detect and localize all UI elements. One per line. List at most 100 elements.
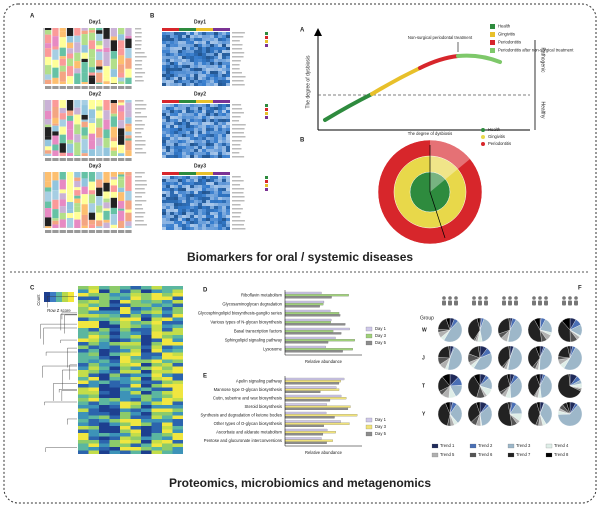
heat-cell	[162, 128, 166, 131]
heat-cell	[218, 59, 222, 62]
heat-cell	[170, 50, 174, 53]
heat-cell	[120, 342, 131, 346]
heat-cell	[210, 197, 214, 200]
legend-stub	[135, 128, 144, 130]
bar-segment	[52, 190, 59, 200]
bar-segment	[45, 79, 52, 84]
label: Relative abundance	[305, 450, 343, 455]
heat-cell	[88, 429, 99, 433]
heat-cell	[226, 182, 230, 185]
bar-segment	[45, 181, 52, 188]
heat-cell	[172, 440, 183, 444]
heat-cell	[162, 146, 166, 149]
bar-segment	[59, 143, 66, 153]
heat-cell	[194, 68, 198, 71]
heat-cell	[166, 80, 170, 83]
bar-segment	[74, 42, 81, 53]
heat-cell	[174, 209, 178, 212]
heat-cell	[170, 65, 174, 68]
heat-cell	[162, 338, 173, 342]
heat-cell	[166, 65, 170, 68]
bar-segment	[118, 64, 125, 73]
legend-stub	[135, 196, 142, 198]
pie-wedge	[476, 317, 481, 331]
group-bar	[59, 158, 66, 161]
heat-cell	[214, 134, 218, 137]
bar	[284, 386, 337, 389]
heat-cell	[162, 119, 166, 122]
heat-cell	[190, 227, 194, 230]
heat-cell	[130, 401, 141, 405]
heat-cell	[130, 338, 141, 342]
heat-cell	[178, 140, 182, 143]
bar	[284, 403, 327, 406]
heat-cell	[109, 289, 120, 293]
heat-cell	[202, 32, 206, 35]
heat-cell	[206, 152, 210, 155]
heat-cell	[198, 206, 202, 209]
legend-stub	[232, 108, 243, 110]
heat-cell	[162, 359, 173, 363]
heat-cell	[88, 422, 99, 426]
heat-cell	[78, 443, 89, 447]
heat-cell	[109, 394, 120, 398]
heat-cell	[210, 188, 214, 191]
legend-key	[265, 104, 268, 107]
heat-cell	[186, 215, 190, 218]
heat-cell	[214, 44, 218, 47]
bar-segment	[118, 40, 125, 49]
heat-cell	[218, 152, 222, 155]
heat-cell	[120, 373, 131, 377]
heat-cell	[226, 80, 230, 83]
bar-segment	[66, 48, 74, 54]
heat-cell	[162, 104, 166, 107]
person-head	[538, 296, 542, 300]
heat-cell	[182, 80, 186, 83]
heat-cell	[226, 113, 230, 116]
heat-cell	[206, 104, 210, 107]
group-bar	[96, 86, 103, 89]
heat-cell	[109, 366, 120, 370]
bar-segment	[96, 82, 103, 84]
heat-cell	[151, 310, 162, 314]
bar-segment	[103, 110, 110, 120]
bar	[284, 341, 329, 344]
heat-cell	[178, 137, 182, 140]
heat-cell	[202, 137, 206, 140]
person-body	[478, 300, 482, 306]
heat-cell	[226, 188, 230, 191]
heat-cell	[214, 194, 218, 197]
heat-cell	[130, 310, 141, 314]
legend-gradient	[68, 292, 74, 302]
heat-cell	[194, 53, 198, 56]
heat-cell	[198, 155, 202, 158]
heat-cell	[78, 433, 89, 437]
group-bar	[81, 230, 88, 233]
heat-cell	[109, 293, 120, 297]
heat-cell	[210, 116, 214, 119]
legend-stub	[135, 220, 144, 222]
bar-segment	[81, 34, 88, 46]
heat-cell	[151, 377, 162, 381]
heat-cell	[172, 412, 183, 416]
heat-cell	[78, 345, 89, 349]
legend-stub	[232, 220, 245, 222]
legend-key	[469, 452, 477, 458]
person-body	[544, 300, 548, 306]
label: Trend 8	[554, 452, 569, 457]
bar-segment	[88, 109, 96, 119]
heat-cell	[170, 32, 174, 35]
heat-cell	[178, 131, 182, 134]
heat-cell	[194, 218, 198, 221]
legend-stub	[135, 176, 142, 178]
heat-cell	[78, 359, 89, 363]
bar-segment	[88, 100, 96, 110]
bar-segment	[125, 38, 132, 49]
bar-segment	[125, 140, 132, 151]
heat-cell	[166, 125, 170, 128]
bar	[284, 388, 340, 391]
heat-cell	[182, 212, 186, 215]
heat-cell	[99, 293, 110, 297]
heat-cell	[174, 125, 178, 128]
heat-cell	[198, 191, 202, 194]
